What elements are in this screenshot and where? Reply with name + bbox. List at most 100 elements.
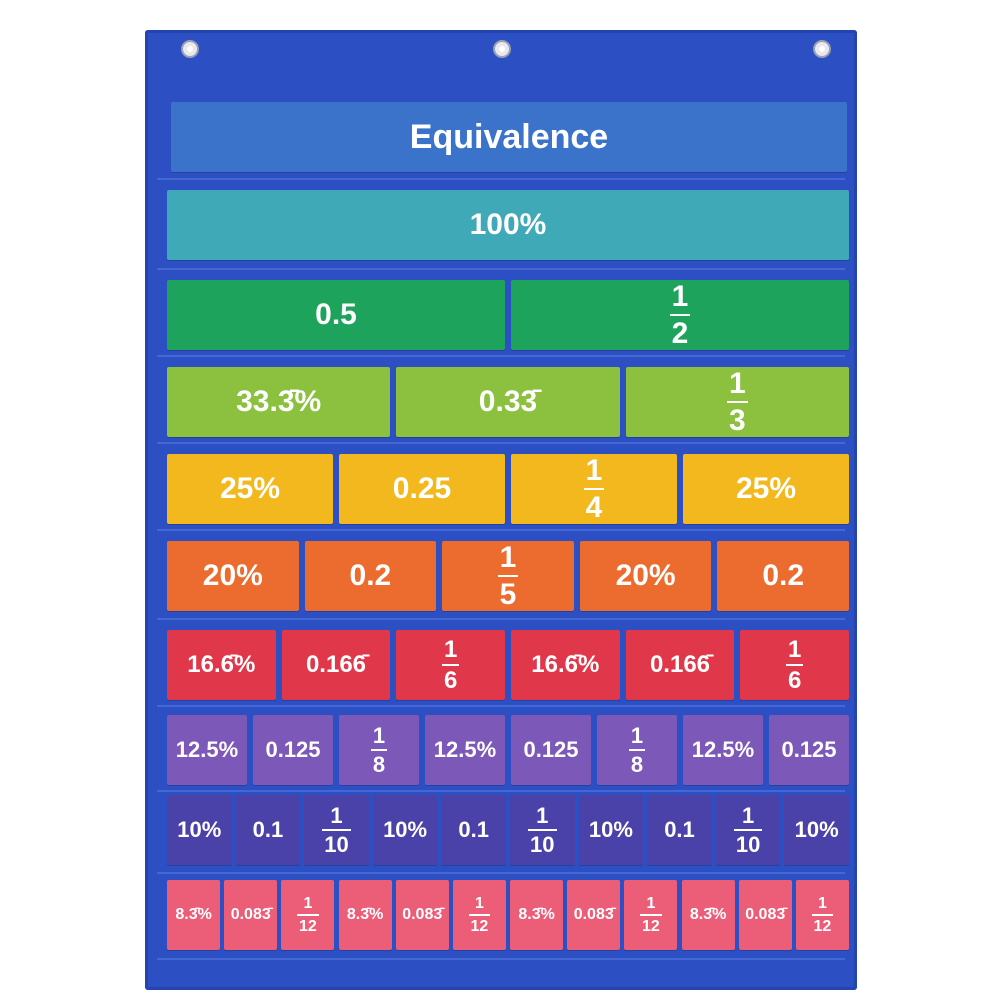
card-label: 12.5% [175, 737, 239, 762]
fraction-card: 0.166̄ [625, 630, 735, 700]
card-label: 25% [735, 472, 797, 505]
fraction-card: 12.5% [425, 715, 505, 785]
fraction-card: 0.125 [511, 715, 591, 785]
pocket-seam [157, 790, 845, 792]
fraction-denominator: 6 [787, 666, 802, 694]
fraction-denominator: 3 [728, 403, 746, 437]
fraction-card: 16.6̄% [511, 630, 620, 700]
card-label: 100% [469, 208, 547, 241]
card-label: 0.33̄ [478, 385, 538, 418]
card-label: 0.1 [458, 817, 489, 842]
fraction-bar [583, 487, 605, 490]
fraction-denominator: 8 [372, 751, 386, 777]
card-label: 16.6̄% [187, 651, 256, 678]
fraction-card: 16.6̄% [167, 630, 276, 700]
fraction-card: 0.125 [769, 715, 849, 785]
fraction-card: 10% [372, 795, 438, 865]
pocket-chart: Equivalence 100% 0.5 1 2 33.3̄% 0.33̄ 1 3 25% 0.2… [145, 30, 857, 990]
card-label: 0.166̄ [305, 651, 367, 678]
fraction-denominator: 4 [585, 490, 603, 524]
card-label: 12.5% [433, 737, 497, 762]
fraction: 1 12 [468, 894, 491, 935]
fraction-bar [640, 913, 662, 916]
pocket-seam [157, 958, 845, 960]
chart-title: Equivalence [409, 117, 609, 156]
fraction-card: 0.083̄ [224, 880, 278, 950]
pocket-seam [157, 178, 845, 180]
fraction-bar [441, 663, 460, 666]
pocket-seam [157, 872, 845, 874]
pocket-seam [157, 529, 845, 531]
fraction: 1 10 [733, 802, 763, 857]
fraction-denominator: 8 [630, 751, 644, 777]
card-label: 0.083̄ [745, 906, 786, 923]
card-label: 20% [202, 559, 263, 592]
fraction-denominator: 10 [735, 831, 761, 857]
fraction-bar [726, 400, 748, 403]
fraction-card: 25% [167, 454, 333, 524]
pocket-seam [157, 705, 845, 707]
card-label: 0.166̄ [649, 651, 711, 678]
grommet-center [493, 40, 511, 58]
card-label: 0.1 [664, 817, 695, 842]
fraction-bar [370, 748, 388, 751]
fraction-denominator: 6 [443, 666, 458, 694]
card-label: 10% [383, 817, 428, 842]
fraction-bar [322, 828, 351, 831]
fraction: 1 12 [640, 895, 662, 935]
fraction-card: 1 10 [715, 795, 781, 865]
fraction-card: 0.166̄ [281, 630, 391, 700]
fraction: 1 12 [811, 895, 834, 935]
fraction-card: 0.1 [235, 795, 301, 865]
pocket-seam [157, 442, 845, 444]
fraction-numerator: 1 [671, 279, 689, 313]
title-card: Equivalence [171, 102, 847, 172]
fraction-card: 1 10 [304, 795, 369, 865]
fraction-numerator: 1 [474, 894, 484, 912]
fraction-card: 10% [167, 795, 232, 865]
fraction-card: 8.3̄% [510, 880, 564, 950]
fraction-card: 10% [578, 795, 644, 865]
fraction-bar [297, 913, 319, 916]
fraction: 1 12 [297, 895, 319, 935]
fraction-bar [468, 913, 491, 916]
fraction-denominator: 12 [470, 917, 489, 935]
fraction-denominator: 12 [299, 917, 317, 935]
card-label: 10% [588, 817, 633, 842]
fraction-numerator: 1 [499, 540, 517, 574]
fraction-card: 0.083̄ [395, 880, 449, 950]
fraction-card: 100% [167, 190, 849, 260]
fraction-numerator: 1 [536, 802, 549, 828]
fraction-card: 20% [167, 541, 299, 611]
fraction: 1 10 [528, 802, 557, 856]
fraction-card: 0.1 [441, 795, 506, 865]
card-label: 0.2 [762, 559, 805, 592]
card-label: 10% [177, 817, 222, 842]
fraction-numerator: 1 [787, 635, 802, 663]
card-label: 0.125 [781, 737, 837, 762]
fraction-bar [497, 574, 519, 577]
pocket-seam [157, 268, 845, 270]
fraction-card: 0.5 [167, 280, 505, 350]
fraction-card: 1 12 [281, 880, 335, 950]
fraction-numerator: 1 [330, 802, 343, 828]
fraction-numerator: 1 [443, 635, 458, 663]
fraction-denominator: 2 [671, 316, 689, 350]
card-label: 25% [219, 472, 281, 505]
fraction-card: 0.2 [304, 541, 437, 611]
card-label: 0.25 [392, 472, 452, 505]
fraction-card: 25% [683, 454, 849, 524]
fraction-card: 0.25 [339, 454, 505, 524]
card-label: 20% [615, 559, 676, 592]
card-label: 8.3̄% [689, 906, 727, 923]
fraction-numerator: 1 [741, 802, 755, 828]
